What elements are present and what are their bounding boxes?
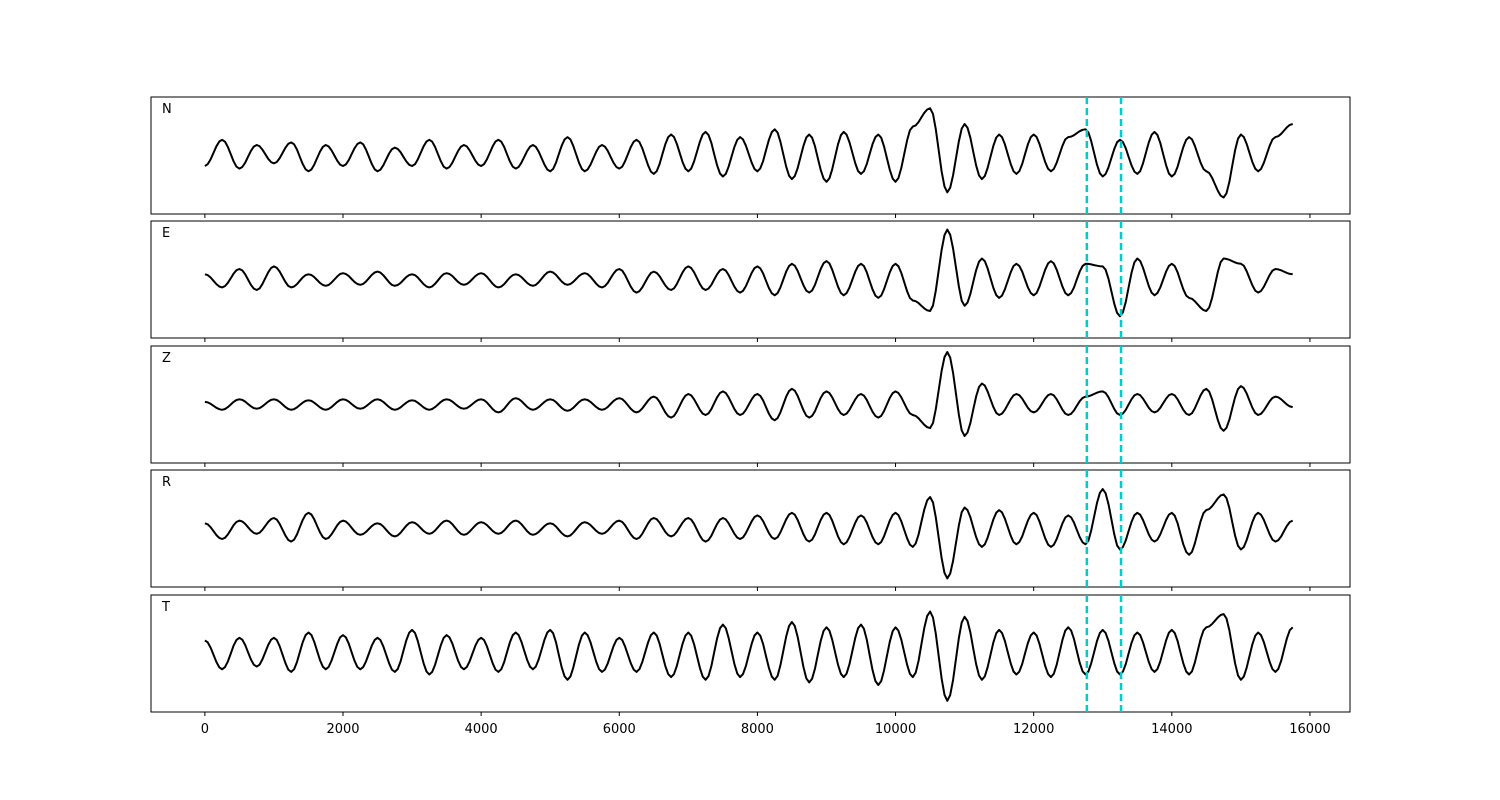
x-tick-label: 4000: [465, 722, 498, 737]
waveform-trace-R: [204, 488, 1294, 580]
x-tick-label: 14000: [1151, 722, 1192, 737]
x-tick-label: 8000: [741, 722, 774, 737]
panel-label-T: T: [161, 600, 170, 615]
x-tick-label: 6000: [603, 722, 636, 737]
waveform-trace-N: [204, 107, 1293, 199]
waveform-trace-E: [204, 228, 1293, 318]
x-tick-label: 2000: [326, 722, 359, 737]
x-tick-label: 0: [201, 722, 209, 737]
panel-label-E: E: [162, 226, 170, 241]
panel-frame-E: [150, 220, 1351, 339]
x-tick-label: 16000: [1289, 722, 1330, 737]
panel-label-Z: Z: [162, 351, 171, 366]
panel-label-N: N: [162, 102, 172, 117]
x-tick-label: 12000: [1013, 722, 1054, 737]
waveform-trace-T: [204, 610, 1294, 702]
panel-label-R: R: [162, 475, 171, 490]
panel-frame-N: [150, 96, 1351, 215]
panel-frame-R: [150, 469, 1351, 588]
panel-frame-Z: [150, 345, 1351, 464]
waveform-trace-Z: [204, 351, 1293, 437]
panel-frame-T: [150, 594, 1351, 713]
x-tick-label: 10000: [875, 722, 916, 737]
